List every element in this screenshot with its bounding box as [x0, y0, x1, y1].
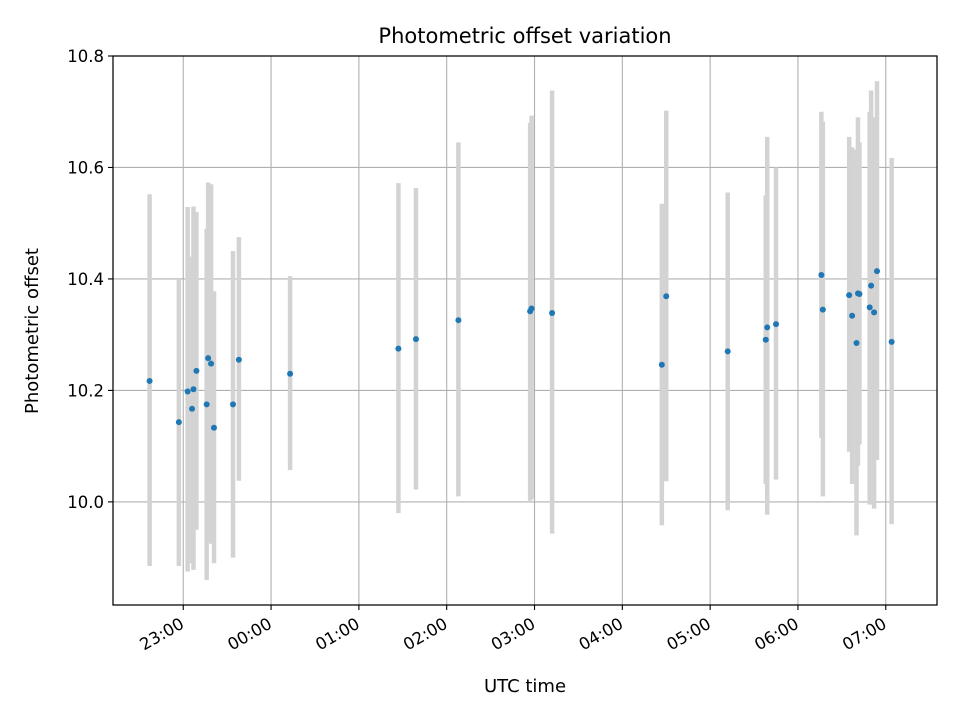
data-point: [175, 419, 182, 426]
data-point: [146, 377, 153, 384]
y-tick-label: 10.0: [67, 493, 104, 512]
chart-title: Photometric offset variation: [378, 24, 671, 48]
data-point: [663, 293, 670, 300]
y-tick-label: 10.2: [67, 381, 104, 400]
x-tick-label: 00:00: [224, 614, 275, 654]
error-bars: [147, 81, 894, 580]
data-point: [873, 268, 880, 275]
data-point: [724, 348, 731, 355]
data-point: [184, 388, 191, 395]
plot-frame: [112, 55, 938, 606]
data-point: [658, 361, 665, 368]
data-point: [818, 272, 825, 279]
data-point: [190, 386, 197, 393]
y-axis-ticks: 10.0 10.2 10.4 10.6 10.8: [67, 47, 113, 512]
data-point: [853, 340, 860, 347]
y-tick-label: 10.6: [67, 158, 104, 177]
data-point: [871, 309, 878, 316]
data-point: [203, 401, 210, 408]
x-axis-title: UTC time: [484, 676, 566, 697]
data-point: [888, 338, 895, 345]
x-tick-label: 06:00: [751, 614, 802, 654]
y-tick-label: 10.8: [67, 47, 104, 66]
data-point: [773, 321, 780, 328]
data-point: [528, 305, 535, 312]
x-axis-ticks: 23:00 00:00 01:00 02:00 03:00 04:00 05:00 06:00…: [137, 605, 890, 654]
data-points: [146, 268, 895, 431]
x-tick-label: 07:00: [839, 614, 890, 654]
data-point: [846, 292, 853, 299]
data-point: [412, 336, 419, 343]
grid-lines: [113, 55, 937, 605]
x-tick-label: 02:00: [400, 614, 451, 654]
data-point: [235, 356, 242, 363]
data-point: [764, 324, 771, 331]
y-axis-title: Photometric offset: [22, 248, 43, 414]
data-point: [856, 290, 863, 297]
data-point: [193, 367, 200, 374]
data-point: [762, 336, 769, 343]
x-tick-label: 23:00: [137, 614, 188, 654]
x-tick-label: 04:00: [576, 614, 627, 654]
data-point: [230, 401, 237, 408]
data-point: [208, 360, 215, 367]
x-tick-label: 01:00: [312, 614, 363, 654]
data-point: [189, 405, 196, 412]
x-tick-label: 03:00: [488, 614, 539, 654]
data-point: [287, 370, 294, 377]
data-point: [868, 282, 875, 289]
x-tick-label: 05:00: [663, 614, 714, 654]
data-point: [549, 309, 556, 316]
data-point: [395, 345, 402, 352]
y-tick-label: 10.4: [67, 270, 104, 289]
data-point: [205, 355, 212, 362]
data-point: [849, 312, 856, 319]
data-point: [866, 304, 873, 311]
data-point: [210, 424, 217, 431]
data-point: [819, 306, 826, 313]
data-point: [455, 317, 462, 324]
